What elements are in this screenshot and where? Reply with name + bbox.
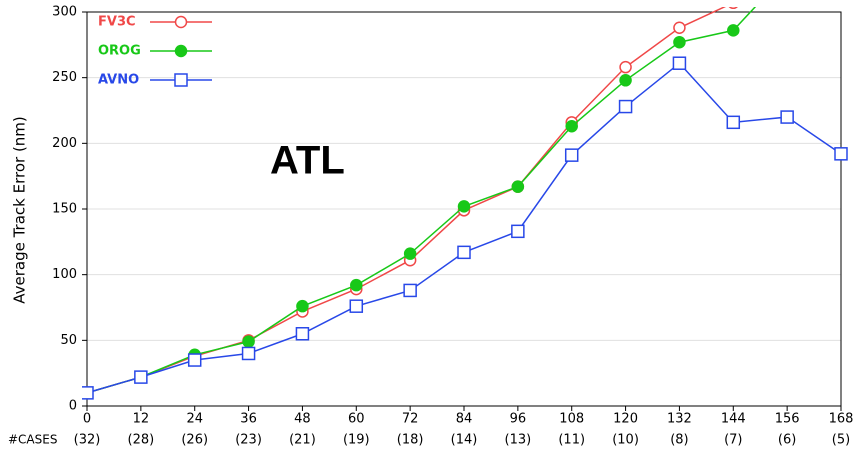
marker: [349, 299, 364, 313]
marker: [296, 299, 309, 313]
case-count: (13): [505, 433, 532, 448]
x-tick-label: 60: [348, 412, 365, 427]
marker: [565, 120, 578, 133]
marker: [511, 180, 525, 193]
x-tick-label: 168: [829, 412, 854, 427]
marker: [350, 278, 363, 292]
marker: [187, 353, 202, 367]
marker: [403, 247, 417, 260]
case-count: (10): [612, 433, 639, 448]
plot-area: [82, 7, 848, 400]
marker: [619, 60, 632, 74]
y-tick-label: 50: [60, 333, 77, 348]
marker: [673, 21, 686, 35]
marker: [727, 24, 740, 37]
marker: [834, 147, 848, 161]
marker: [82, 386, 94, 400]
cases-label: #CASES: [8, 433, 57, 447]
y-tick-label: 0: [69, 399, 77, 414]
marker: [134, 370, 148, 384]
x-tick-label: 24: [186, 412, 203, 427]
marker: [728, 7, 738, 10]
x-tick-label: 0: [83, 412, 91, 427]
marker: [564, 148, 579, 162]
y-axis-label: Average Track Error (nm): [11, 116, 29, 304]
x-tick-label: 48: [294, 412, 311, 427]
marker: [457, 200, 471, 213]
x-tick-label: 36: [240, 412, 257, 427]
case-count: (23): [235, 433, 262, 448]
x-tick-label: 156: [775, 412, 800, 427]
marker: [403, 283, 417, 298]
x-tick-label: 132: [667, 412, 692, 427]
case-count: (6): [778, 433, 796, 448]
x-tick-label: 96: [510, 412, 527, 427]
x-tick-label: 108: [559, 412, 584, 427]
marker: [672, 56, 687, 70]
legend-label: AVNO: [98, 73, 139, 88]
x-tick-label: 12: [133, 412, 150, 427]
x-tick-label: 120: [613, 412, 638, 427]
marker: [241, 346, 256, 361]
case-count: (8): [670, 433, 688, 448]
annotation: ATL: [270, 139, 345, 183]
case-count: (21): [289, 433, 316, 448]
y-tick-label: 250: [52, 70, 77, 85]
case-count: (28): [128, 433, 155, 448]
case-count: (32): [74, 433, 101, 448]
marker: [295, 327, 310, 341]
case-count: (7): [724, 433, 742, 448]
y-tick-label: 150: [52, 202, 77, 217]
marker: [174, 15, 188, 29]
plot-frame: [86, 11, 842, 407]
y-tick-label: 300: [52, 5, 77, 20]
series-line: [86, 62, 842, 394]
series-line: [86, 7, 757, 394]
marker: [174, 73, 188, 87]
x-tick-label: 72: [402, 412, 419, 427]
case-count: (18): [397, 433, 424, 448]
marker: [511, 224, 525, 239]
case-count: (5): [832, 433, 850, 448]
case-count: (14): [451, 433, 478, 448]
marker: [780, 110, 794, 124]
x-tick-label: 84: [456, 412, 473, 427]
marker: [242, 335, 255, 348]
marker: [726, 115, 741, 130]
y-tick-label: 200: [52, 136, 77, 151]
legend-label: OROG: [98, 44, 141, 59]
marker: [673, 35, 686, 49]
series-line: [86, 7, 727, 394]
marker: [619, 74, 632, 87]
legend-label: FV3C: [98, 15, 136, 30]
marker: [174, 44, 188, 58]
marker: [457, 245, 471, 260]
x-tick-label: 144: [721, 412, 746, 427]
case-count: (26): [181, 433, 208, 448]
marker: [618, 99, 633, 114]
case-count: (19): [343, 433, 370, 448]
case-count: (11): [558, 433, 585, 448]
y-tick-label: 100: [52, 267, 77, 282]
